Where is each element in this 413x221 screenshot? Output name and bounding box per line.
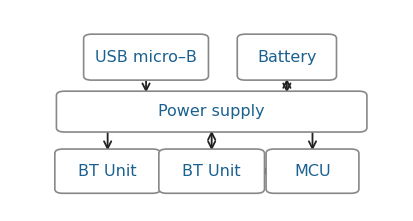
Text: BT Unit: BT Unit [183,164,241,179]
Text: Power supply: Power supply [158,104,265,119]
FancyBboxPatch shape [266,149,359,193]
Text: MCU: MCU [294,164,331,179]
Text: BT Unit: BT Unit [78,164,137,179]
FancyBboxPatch shape [83,34,209,80]
FancyBboxPatch shape [237,34,337,80]
FancyBboxPatch shape [57,91,367,132]
Text: Battery: Battery [257,50,317,65]
FancyBboxPatch shape [55,149,160,193]
Text: USB micro–B: USB micro–B [95,50,197,65]
FancyBboxPatch shape [159,149,264,193]
